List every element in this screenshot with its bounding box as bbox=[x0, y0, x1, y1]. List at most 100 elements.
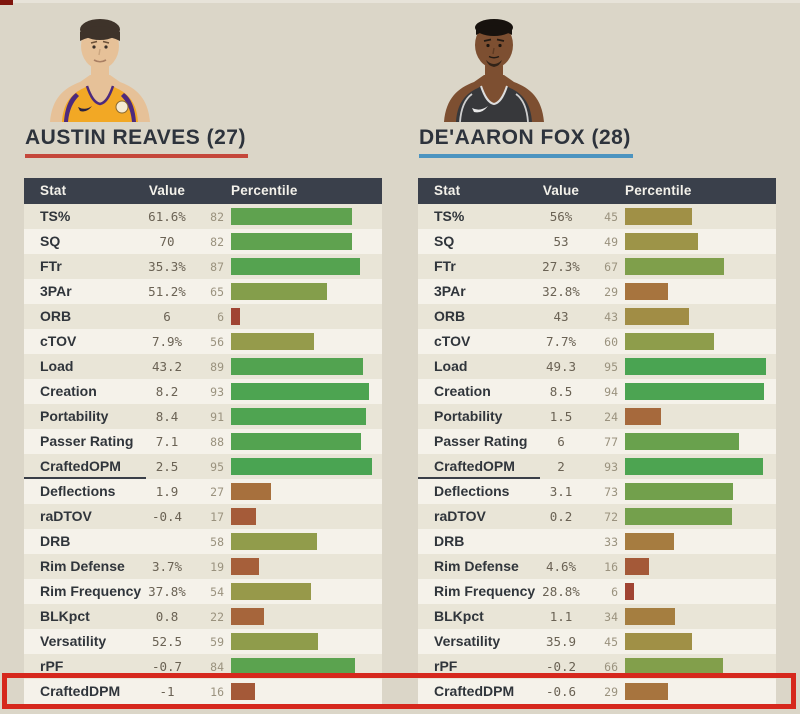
stat-row: Portability 8.4 91 bbox=[24, 404, 382, 429]
stat-label: raDTOV bbox=[434, 508, 486, 524]
percentile-bar-track bbox=[625, 283, 773, 300]
stat-value: 1.1 bbox=[549, 609, 573, 624]
stat-value: 56% bbox=[549, 209, 573, 224]
stat-percentile: 17 bbox=[210, 510, 224, 524]
stat-percentile: 66 bbox=[604, 660, 618, 674]
player-photo-right bbox=[432, 8, 556, 122]
stat-value: 43 bbox=[553, 309, 569, 324]
stat-row: Versatility 35.9 45 bbox=[418, 629, 776, 654]
stat-label: cTOV bbox=[40, 333, 77, 349]
section-divider bbox=[418, 477, 540, 480]
percentile-bar-track bbox=[231, 483, 379, 500]
stat-label: Rim Frequency bbox=[40, 583, 142, 599]
stat-row: cTOV 7.9% 56 bbox=[24, 329, 382, 354]
percentile-bar-track bbox=[625, 683, 773, 700]
stats-table-right: Stat Value Percentile TS% 56% 45 SQ 53 49 FTr 2… bbox=[418, 178, 776, 704]
stat-percentile: 91 bbox=[210, 410, 224, 424]
stat-label: Passer Rating bbox=[434, 433, 528, 449]
stat-label: FTr bbox=[434, 258, 456, 274]
percentile-bar bbox=[625, 233, 698, 250]
stat-percentile: 87 bbox=[210, 260, 224, 274]
header-stat: Stat bbox=[434, 183, 461, 198]
stat-row: raDTOV -0.4 17 bbox=[24, 504, 382, 529]
stat-label: BLKpct bbox=[40, 608, 90, 624]
percentile-bar bbox=[231, 408, 366, 425]
percentile-bar-track bbox=[625, 208, 773, 225]
percentile-bar bbox=[625, 308, 689, 325]
percentile-bar bbox=[231, 558, 260, 575]
stat-value: 52.5 bbox=[151, 634, 183, 649]
percentile-bar bbox=[231, 683, 255, 700]
stat-percentile: 29 bbox=[604, 285, 618, 299]
stat-value: 2.5 bbox=[155, 459, 179, 474]
percentile-bar bbox=[625, 333, 714, 350]
stat-value: 8.5 bbox=[549, 384, 573, 399]
header-value: Value bbox=[542, 183, 580, 198]
player-photo-left bbox=[38, 8, 162, 122]
stat-value: 8.2 bbox=[155, 384, 179, 399]
stat-percentile: 56 bbox=[210, 335, 224, 349]
stat-label: Deflections bbox=[40, 483, 116, 499]
stat-percentile: 84 bbox=[210, 660, 224, 674]
stat-value: 35.9 bbox=[545, 634, 577, 649]
percentile-bar-track bbox=[231, 283, 379, 300]
stat-value: 28.8% bbox=[542, 584, 580, 599]
stat-value: -0.6 bbox=[545, 684, 577, 699]
percentile-bar-track bbox=[625, 508, 773, 525]
player-name-left: AUSTIN REAVES (27) bbox=[25, 126, 246, 149]
stat-label: DRB bbox=[434, 533, 465, 549]
stat-row: Versatility 52.5 59 bbox=[24, 629, 382, 654]
stat-label: rPF bbox=[40, 658, 64, 674]
percentile-bar bbox=[625, 658, 723, 675]
stat-percentile: 77 bbox=[604, 435, 618, 449]
stat-label: Creation bbox=[434, 383, 491, 399]
stat-label: 3PAr bbox=[434, 283, 466, 299]
stat-percentile: 19 bbox=[210, 560, 224, 574]
percentile-bar-track bbox=[231, 308, 379, 325]
stat-value: 35.3% bbox=[148, 259, 186, 274]
stat-label: Passer Rating bbox=[40, 433, 134, 449]
percentile-bar bbox=[625, 208, 692, 225]
stat-label: CraftedOPM bbox=[40, 458, 121, 474]
percentile-bar bbox=[625, 508, 732, 525]
player-headshot-illustration bbox=[444, 19, 544, 122]
percentile-bar-track bbox=[231, 508, 379, 525]
stat-row: BLKpct 1.1 34 bbox=[418, 604, 776, 629]
percentile-bar-track bbox=[625, 583, 773, 600]
percentile-bar-track bbox=[625, 233, 773, 250]
stat-label: CraftedOPM bbox=[434, 458, 515, 474]
stat-percentile: 22 bbox=[210, 610, 224, 624]
stat-value: 27.3% bbox=[542, 259, 580, 274]
stat-row: Rim Defense 4.6% 16 bbox=[418, 554, 776, 579]
percentile-bar-track bbox=[231, 633, 379, 650]
stat-row: 3PAr 51.2% 65 bbox=[24, 279, 382, 304]
percentile-bar-track bbox=[625, 558, 773, 575]
stat-value: 7.1 bbox=[155, 434, 179, 449]
stat-row: BLKpct 0.8 22 bbox=[24, 604, 382, 629]
stat-label: DRB bbox=[40, 533, 71, 549]
stat-row: DRB 33 bbox=[418, 529, 776, 554]
percentile-bar-track bbox=[231, 608, 379, 625]
percentile-bar bbox=[231, 633, 319, 650]
stat-value: 7.7% bbox=[545, 334, 577, 349]
stat-label: CraftedDPM bbox=[434, 683, 515, 699]
percentile-bar bbox=[625, 408, 661, 425]
stat-label: TS% bbox=[434, 208, 465, 224]
percentile-bar bbox=[625, 258, 725, 275]
stat-row: Portability 1.5 24 bbox=[418, 404, 776, 429]
header-value: Value bbox=[148, 183, 186, 198]
stat-percentile: 6 bbox=[217, 310, 224, 324]
percentile-bar-track bbox=[231, 408, 379, 425]
stat-label: Rim Defense bbox=[434, 558, 519, 574]
percentile-bar bbox=[231, 383, 369, 400]
stat-label: cTOV bbox=[434, 333, 471, 349]
stat-label: Rim Defense bbox=[40, 558, 125, 574]
stat-label: Load bbox=[40, 358, 74, 374]
stat-percentile: 29 bbox=[604, 685, 618, 699]
stat-percentile: 73 bbox=[604, 485, 618, 499]
percentile-bar-track bbox=[231, 533, 379, 550]
stat-label: ORB bbox=[40, 308, 72, 324]
percentile-bar-track bbox=[625, 633, 773, 650]
stat-row: Rim Defense 3.7% 19 bbox=[24, 554, 382, 579]
